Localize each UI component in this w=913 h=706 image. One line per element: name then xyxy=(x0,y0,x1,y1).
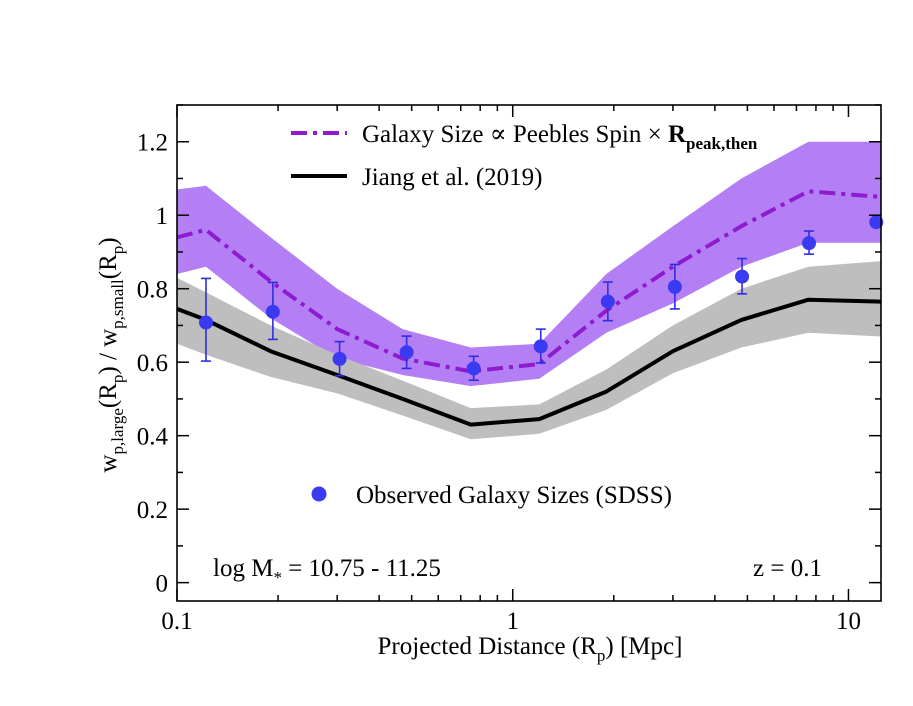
annotation-mass: log M* = 10.75 - 11.25 xyxy=(213,555,441,587)
uncertainty-bands xyxy=(177,141,881,440)
data-point-marker xyxy=(265,304,280,319)
band-spin-model xyxy=(177,141,881,387)
annotation-redshift: z = 0.1 xyxy=(753,555,822,582)
y-axis-title-p1: (R xyxy=(95,383,122,408)
band-jiang xyxy=(177,261,881,440)
data-point-marker xyxy=(869,215,884,230)
data-point xyxy=(533,328,548,364)
y-axis-title-sub4: p xyxy=(108,246,127,255)
data-point xyxy=(869,215,884,230)
x-axis-title-main: Projected Distance (R xyxy=(378,633,598,660)
y-tick-label: 0.2 xyxy=(137,497,168,524)
data-point xyxy=(198,277,213,362)
data-point-marker xyxy=(332,351,347,366)
y-axis-title-mid: ) / w xyxy=(95,329,122,375)
line-spin-model xyxy=(176,189,882,374)
legend-label-jiang: Jiang et al. (2019) xyxy=(362,164,543,191)
line-jiang xyxy=(176,297,882,427)
x-tick-label: 10 xyxy=(836,608,861,635)
x-axis-title-sub: p xyxy=(597,646,606,665)
y-tick-label: 0.6 xyxy=(137,350,168,377)
legend-label-spin-model-main: Galaxy Size ∝ Peebles Spin × xyxy=(362,121,668,148)
legend: Galaxy Size ∝ Peebles Spin × Rpeak,then … xyxy=(291,121,758,509)
data-point xyxy=(399,335,414,370)
model-lines xyxy=(176,189,882,427)
data-point xyxy=(802,230,817,255)
observed-points xyxy=(198,215,884,381)
x-axis-title: Projected Distance (Rp) [Mpc] xyxy=(378,633,683,665)
legend-label-spin-model-sub: peak,then xyxy=(686,134,758,153)
data-point-marker xyxy=(735,269,750,284)
y-axis-title-tail: ) xyxy=(95,237,122,245)
data-point-marker xyxy=(466,361,481,376)
data-point-marker xyxy=(198,315,213,330)
data-point-marker xyxy=(802,236,817,251)
y-tick-label: 0.8 xyxy=(137,277,168,304)
data-point xyxy=(332,340,347,377)
plot-frame xyxy=(176,104,882,602)
x-tick-label: 1 xyxy=(506,608,519,635)
data-point-marker xyxy=(667,279,682,294)
y-axis-title-sub2: p xyxy=(108,375,127,384)
y-tick-label: 0.4 xyxy=(137,424,169,451)
data-point xyxy=(265,281,280,341)
data-point xyxy=(466,355,481,381)
y-tick-label: 0 xyxy=(156,571,169,598)
x-tick-label: 0.1 xyxy=(161,608,192,635)
y-axis-title: wp,large(Rp) / wp,small(Rp) xyxy=(95,237,127,472)
legend-label-spin-model-bold: R xyxy=(668,121,687,148)
data-point-marker xyxy=(399,345,414,360)
data-point xyxy=(600,281,615,322)
y-tick-label: 1 xyxy=(156,203,169,230)
data-point xyxy=(735,257,750,295)
axis-ticks: 0 0.2 0.4 0.6 0.8 1 1.2 0.1 1 10 xyxy=(137,104,881,635)
annotation-mass-sub: * xyxy=(273,568,282,587)
data-point xyxy=(667,263,682,310)
y-axis-title-p2: (R xyxy=(95,254,122,279)
legend-label-observed: Observed Galaxy Sizes (SDSS) xyxy=(356,482,672,509)
annotation-mass-main: log M xyxy=(213,555,273,582)
legend-label-spin-model: Galaxy Size ∝ Peebles Spin × Rpeak,then xyxy=(362,121,758,153)
data-point-marker xyxy=(533,339,548,354)
y-axis-title-sub3: p,small xyxy=(108,279,127,329)
legend-swatch-observed xyxy=(311,486,327,502)
data-point-marker xyxy=(600,294,615,309)
y-tick-label: 1.2 xyxy=(137,130,168,157)
x-axis-title-tail: ) [Mpc] xyxy=(605,633,682,660)
annotation-mass-tail: = 10.75 - 11.25 xyxy=(282,555,441,582)
y-axis-title-sub1: p,large xyxy=(108,408,127,454)
y-axis-title-w1: w xyxy=(95,455,122,473)
